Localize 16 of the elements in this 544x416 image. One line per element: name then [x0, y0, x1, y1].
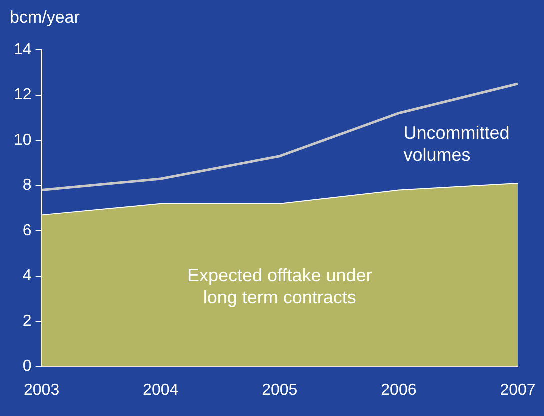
- series-label: Uncommitted volumes: [404, 123, 510, 166]
- y-axis-title: bcm/year: [10, 8, 80, 28]
- y-tick-label: 8: [22, 177, 32, 194]
- x-tick-label: 2006: [381, 382, 417, 399]
- y-tick-label: 14: [14, 41, 32, 58]
- y-tick-label: 12: [14, 86, 32, 104]
- y-tick-label: 0: [22, 358, 32, 376]
- x-tick-label: 2005: [262, 382, 298, 399]
- series-label: Expected offtake under long term contracts: [187, 266, 372, 308]
- x-tick-label: 2003: [24, 382, 60, 399]
- y-tick-label: 2: [22, 312, 32, 330]
- x-tick-label: 2007: [500, 382, 536, 399]
- x-tick-label: 2004: [143, 382, 179, 399]
- y-tick-label: 4: [22, 268, 32, 285]
- y-tick-label: 6: [22, 222, 32, 240]
- y-tick-label: 10: [14, 132, 32, 149]
